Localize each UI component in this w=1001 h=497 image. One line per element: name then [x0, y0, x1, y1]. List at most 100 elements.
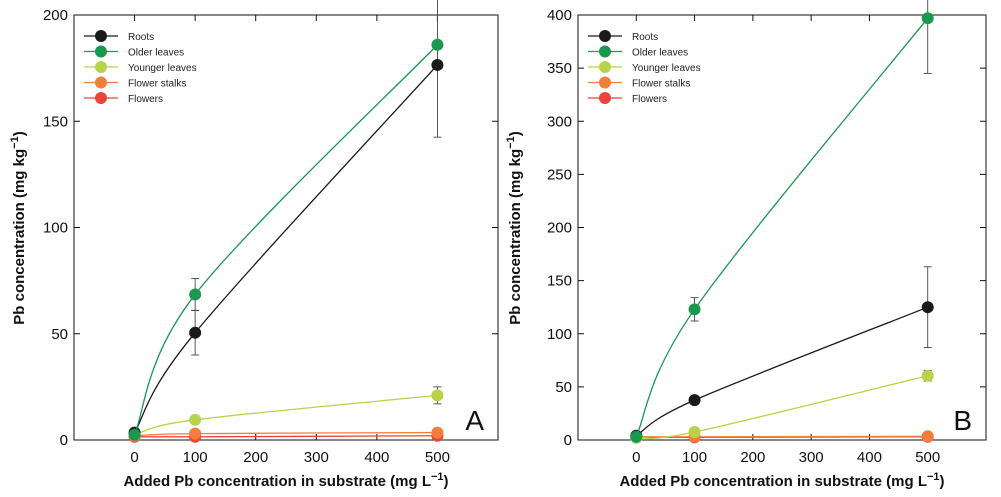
legend-swatch-marker [95, 30, 107, 42]
x-axis-title-main: Added Pb concentration in substrate (mg … [619, 473, 927, 490]
series-line [134, 435, 438, 438]
series-roots [630, 266, 934, 442]
y-tick-label: 100 [547, 326, 572, 343]
panel-label: B [953, 405, 972, 436]
y-axis-title: Pb concentration (mg kg−1) [505, 131, 524, 324]
data-point [128, 428, 141, 441]
y-axis-title-end: ) [11, 131, 28, 136]
x-tick-label: 500 [915, 449, 940, 466]
y-tick-label: 100 [43, 220, 68, 237]
x-tick-label: 300 [304, 449, 329, 466]
data-point [921, 369, 934, 382]
x-axis-title-end: ) [444, 473, 449, 490]
series-line [636, 435, 928, 438]
data-point [688, 303, 701, 316]
legend-label: Older leaves [632, 48, 688, 59]
y-tick-label: 0 [60, 432, 68, 449]
legend-swatch-marker [599, 92, 611, 104]
x-axis-title-sup: −1 [431, 471, 444, 483]
x-tick-label: 400 [857, 449, 882, 466]
data-point [688, 394, 701, 407]
data-point [189, 326, 202, 339]
legend-swatch-marker [95, 76, 107, 89]
legend-swatch-marker [95, 45, 107, 58]
x-tick-label: 0 [130, 449, 138, 466]
legend-label: Older leaves [128, 48, 184, 59]
series-line [133, 44, 438, 435]
legend-label: Flower stalks [632, 79, 690, 90]
y-tick-label: 50 [555, 379, 572, 396]
y-tick-label: 300 [547, 113, 572, 130]
legend-swatch-marker [599, 76, 611, 89]
y-tick-label: 200 [547, 220, 572, 237]
x-axis-title-main: Added Pb concentration in substrate (mg … [123, 473, 431, 490]
legend-swatch-marker [599, 61, 611, 73]
x-tick-label: 200 [740, 449, 765, 466]
data-point [688, 426, 701, 439]
series-line [134, 64, 438, 433]
series-line [635, 306, 928, 437]
y-axis-title-sup: −1 [9, 136, 21, 149]
x-tick-label: 0 [632, 449, 640, 466]
series-flower-stalks [128, 426, 444, 442]
x-axis-title: Added Pb concentration in substrate (mg … [123, 471, 448, 490]
y-axis-title-sup: −1 [505, 136, 517, 149]
y-tick-label: 400 [547, 7, 572, 24]
chart-panel-b: 0 100 200 300 400 500 0 50 100 150 200 250 300 350 400… [505, 0, 987, 490]
legend-label: Flowers [128, 94, 163, 105]
data-point [431, 389, 444, 402]
x-tick-label: 400 [364, 449, 389, 466]
y-tick-label: 150 [43, 113, 68, 130]
y-tick-label: 200 [43, 7, 68, 24]
legend-swatch-marker [599, 45, 611, 58]
y-axis-title-main: Pb concentration (mg kg [507, 149, 524, 325]
series-line [636, 375, 928, 440]
x-tick-label: 200 [243, 449, 268, 466]
y-axis-title-end: ) [507, 131, 524, 136]
x-axis-title-end: ) [940, 473, 945, 490]
legend-swatch-marker [599, 30, 611, 42]
data-point [431, 58, 444, 71]
panel-label: A [465, 405, 484, 436]
x-tick-label: 500 [425, 449, 450, 466]
series-flowers [128, 429, 444, 443]
series-line [635, 17, 929, 438]
x-tick-label: 100 [183, 449, 208, 466]
legend-label: Roots [632, 32, 658, 43]
data-point [921, 430, 934, 443]
data-point [189, 413, 202, 426]
legend-label: Flowers [632, 94, 667, 105]
x-axis-title-sup: −1 [927, 471, 940, 483]
data-point [921, 301, 934, 314]
series-older-leaves [630, 0, 934, 443]
data-point [431, 38, 444, 51]
x-tick-label: 100 [682, 449, 707, 466]
series-line [134, 431, 438, 437]
chart-panel-a: 0 100 200 300 400 500 0 50 100 150 200 Added Pb con… [9, 0, 499, 490]
data-point [431, 426, 444, 439]
x-tick-label: 300 [799, 449, 824, 466]
data-point [189, 427, 202, 440]
legend: Roots Older leaves Younger leaves Flower st… [588, 30, 701, 105]
data-point [921, 12, 934, 25]
y-axis-title: Pb concentration (mg kg−1) [9, 131, 28, 324]
y-tick-label: 350 [547, 60, 572, 77]
x-axis-title: Added Pb concentration in substrate (mg … [619, 471, 944, 490]
legend-label: Younger leaves [128, 63, 197, 74]
legend: Roots Older leaves Younger leaves Flower st… [84, 30, 197, 105]
y-tick-label: 0 [564, 432, 572, 449]
legend-swatch-marker [95, 61, 107, 73]
data-point [189, 288, 202, 301]
y-tick-label: 250 [547, 166, 572, 183]
y-tick-label: 50 [51, 326, 68, 343]
series-flower-stalks [630, 430, 934, 443]
series-older-leaves [128, 38, 444, 441]
series-younger-leaves [630, 369, 934, 444]
legend-swatch-marker [95, 92, 107, 104]
y-tick-label: 150 [547, 273, 572, 290]
legend-label: Roots [128, 32, 154, 43]
legend-label: Younger leaves [632, 63, 701, 74]
data-point [630, 430, 643, 443]
legend-label: Flower stalks [128, 79, 186, 90]
